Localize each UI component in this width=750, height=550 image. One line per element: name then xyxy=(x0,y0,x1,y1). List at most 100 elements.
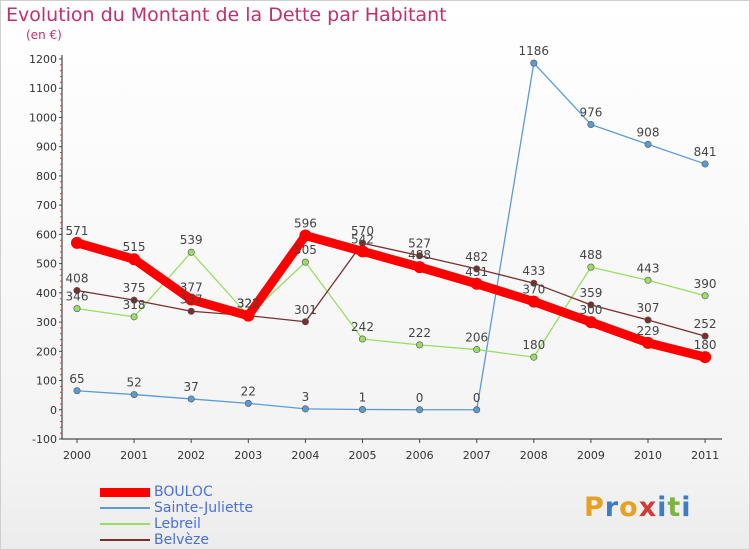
data-point xyxy=(130,391,138,399)
data-point xyxy=(644,140,652,148)
data-label: 482 xyxy=(465,250,488,264)
data-point xyxy=(301,318,309,326)
data-point xyxy=(587,120,595,128)
x-tick-label: 2003 xyxy=(234,449,262,462)
data-label: 301 xyxy=(294,303,317,317)
x-tick-label: 2008 xyxy=(520,449,548,462)
y-tick-label: 400 xyxy=(36,287,57,300)
data-point xyxy=(530,353,538,361)
data-label: 370 xyxy=(522,283,545,297)
data-label: 359 xyxy=(579,286,602,300)
data-label: 390 xyxy=(694,277,717,291)
logo-letter: i xyxy=(657,492,668,523)
data-point xyxy=(130,313,138,321)
data-label: 542 xyxy=(351,232,374,246)
data-point xyxy=(187,248,195,256)
data-point xyxy=(301,405,309,413)
data-point xyxy=(473,265,481,273)
data-label: 375 xyxy=(123,281,146,295)
data-label: 488 xyxy=(579,248,602,262)
data-label: 377 xyxy=(180,281,203,295)
chart-title: Evolution du Montant de la Dette par Hab… xyxy=(6,4,447,26)
logo-letter: P xyxy=(584,492,605,523)
data-label: 300 xyxy=(579,303,602,317)
y-tick-label: 1200 xyxy=(29,53,57,66)
data-label: 3 xyxy=(302,390,310,404)
logo-letter: o xyxy=(619,492,639,523)
data-point xyxy=(73,287,81,295)
data-point xyxy=(185,293,198,306)
data-point xyxy=(642,336,654,349)
data-label: 322 xyxy=(237,297,260,311)
data-label: 252 xyxy=(694,317,717,331)
y-tick-label: 700 xyxy=(36,199,57,212)
series-line-belv-ze xyxy=(76,242,706,337)
legend-swatch xyxy=(100,523,150,525)
legend-item: Belvèze xyxy=(100,532,253,548)
data-point xyxy=(356,245,369,258)
x-tick-label: 2001 xyxy=(120,449,148,462)
x-tick-label: 2011 xyxy=(691,449,719,462)
chart-legend: BOULOC Sainte-Juliette Lebreil Belvèze xyxy=(100,484,253,548)
data-point xyxy=(128,253,141,266)
legend-item: Lebreil xyxy=(100,516,253,532)
data-point xyxy=(301,258,309,266)
y-tick-label: 100 xyxy=(36,375,57,388)
data-point xyxy=(413,261,426,274)
chart-unit-label: (en €) xyxy=(26,28,62,42)
data-point xyxy=(644,316,652,324)
data-point xyxy=(699,351,712,364)
x-tick-label: 2006 xyxy=(406,449,434,462)
data-point xyxy=(358,335,366,343)
data-label: 841 xyxy=(694,145,717,159)
data-point xyxy=(530,59,538,67)
data-label: 0 xyxy=(473,391,481,405)
data-point xyxy=(242,309,255,322)
data-label: 505 xyxy=(294,243,317,257)
y-tick-label: 900 xyxy=(36,141,57,154)
logo-letter: r xyxy=(604,492,620,523)
data-point xyxy=(71,236,83,249)
data-label: 37 xyxy=(184,380,199,394)
legend-item: Sainte-Juliette xyxy=(100,500,253,516)
data-label: 229 xyxy=(637,324,660,338)
data-label: 318 xyxy=(123,298,146,312)
data-label: 206 xyxy=(465,331,488,345)
legend-label: Belvèze xyxy=(154,532,209,548)
data-label: 307 xyxy=(637,301,660,315)
legend-label: BOULOC xyxy=(154,484,213,500)
logo-letter: x xyxy=(638,492,658,523)
data-label: 571 xyxy=(66,224,89,238)
data-label: 908 xyxy=(637,125,660,139)
data-point xyxy=(530,279,538,287)
y-tick-label: 800 xyxy=(36,170,57,183)
data-label: 515 xyxy=(123,240,146,254)
data-point xyxy=(73,387,81,395)
data-label: 976 xyxy=(579,105,602,119)
data-point xyxy=(299,229,312,242)
data-label: 180 xyxy=(694,338,717,352)
logo-letter: t xyxy=(667,492,682,523)
x-tick-label: 2000 xyxy=(63,449,91,462)
data-label: 433 xyxy=(522,264,545,278)
data-label: 539 xyxy=(180,233,203,247)
data-label: 1 xyxy=(359,390,367,404)
data-point xyxy=(187,395,195,403)
x-tick-label: 2004 xyxy=(291,449,319,462)
series-line-bouloc xyxy=(72,231,710,362)
proxiti-logo: Proxiti xyxy=(584,492,692,523)
y-tick-label: 1100 xyxy=(29,82,57,95)
data-point xyxy=(587,263,595,271)
series-line-sainte-juliette xyxy=(76,62,706,411)
x-tick-label: 2007 xyxy=(463,449,491,462)
data-point xyxy=(244,399,252,407)
x-tick-label: 2005 xyxy=(349,449,377,462)
legend-label: Lebreil xyxy=(154,516,201,532)
data-label: 322 xyxy=(237,297,260,311)
data-point xyxy=(187,307,195,315)
y-tick-label: 200 xyxy=(36,345,57,358)
data-label: 527 xyxy=(408,237,431,251)
data-point xyxy=(130,296,138,304)
data-point xyxy=(701,292,709,300)
data-label: 570 xyxy=(351,224,374,238)
